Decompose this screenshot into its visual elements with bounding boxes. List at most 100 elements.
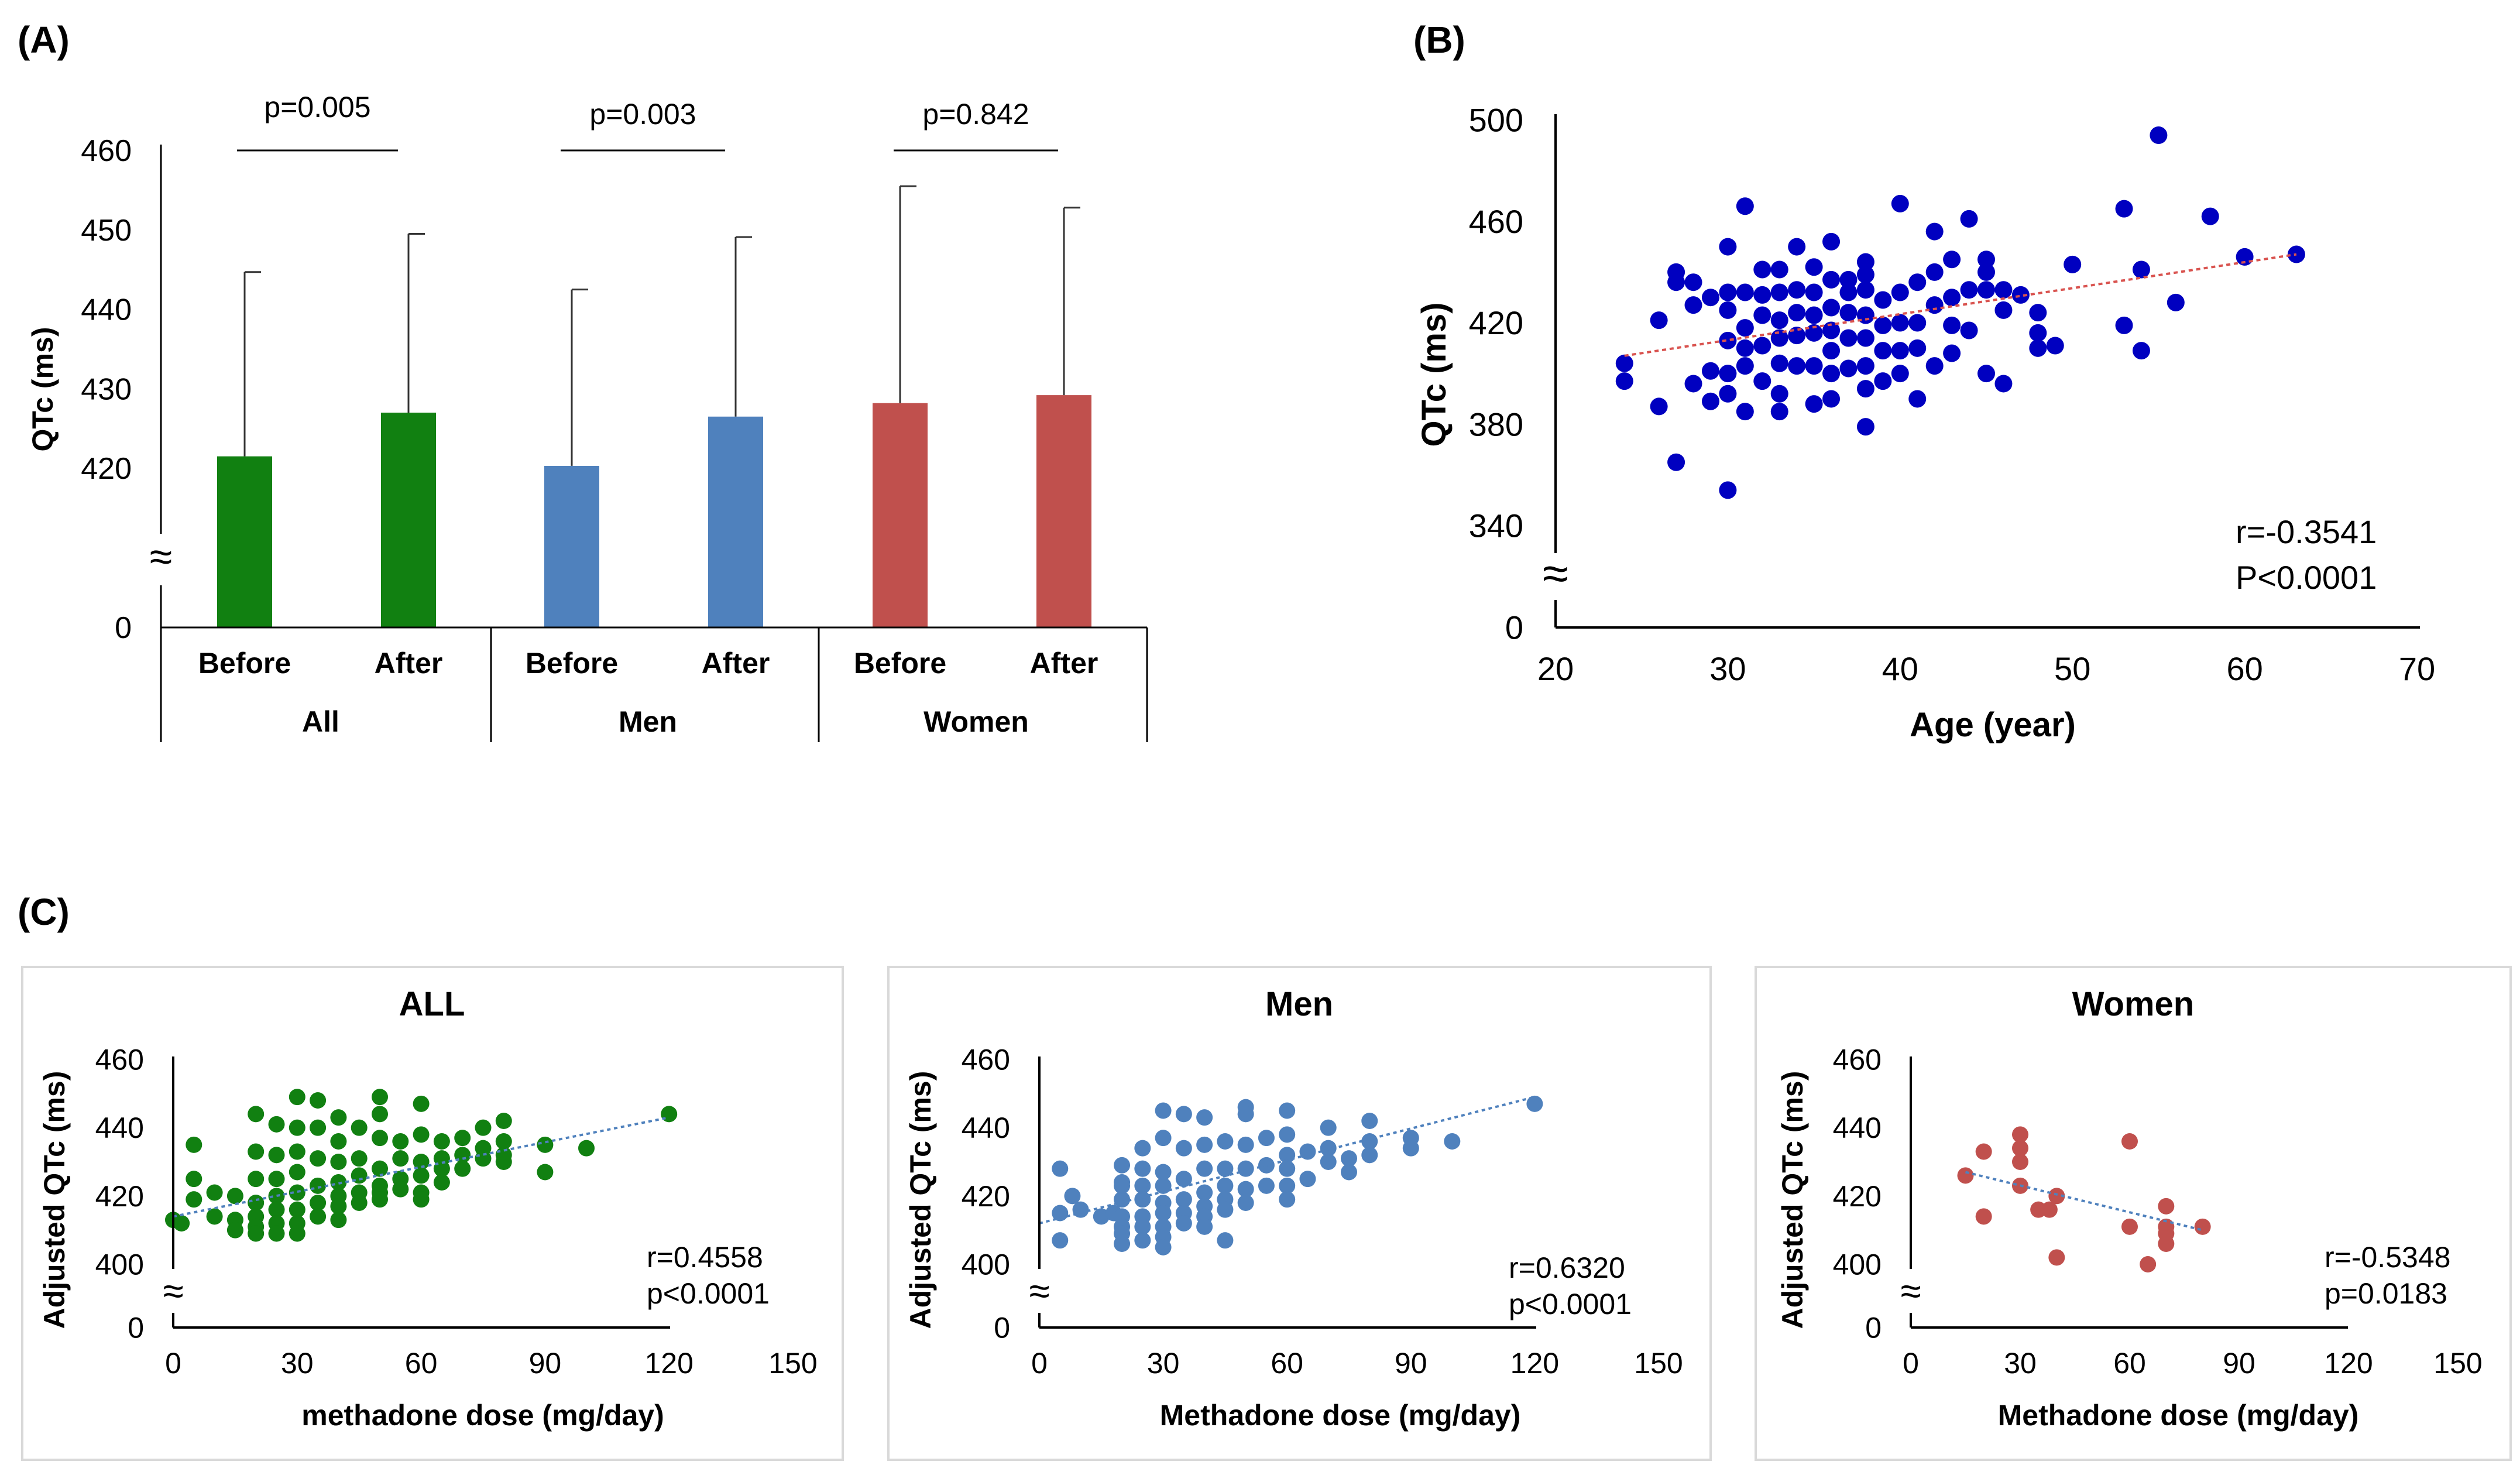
y-axis-title: QTc (ms) (26, 327, 59, 452)
axis-break-symbol: ≈ (150, 534, 172, 579)
panel-label-a: (A) (18, 19, 70, 61)
data-point (1175, 1171, 1192, 1188)
data-point (2140, 1256, 2157, 1272)
data-point (1822, 232, 1841, 251)
data-point (433, 1133, 450, 1150)
data-point (1908, 339, 1927, 357)
x-tick-label: 30 (1147, 1347, 1180, 1380)
data-point (1279, 1177, 1296, 1194)
data-point (1874, 342, 1892, 360)
data-point (1217, 1177, 1234, 1194)
data-point (1770, 283, 1788, 301)
data-point (1753, 286, 1771, 304)
data-point (1891, 365, 1909, 383)
data-point (1667, 273, 1685, 291)
data-point (1719, 238, 1737, 256)
data-point (413, 1167, 430, 1184)
bar-men-after (708, 416, 763, 627)
data-point (1052, 1232, 1069, 1249)
data-point (1237, 1195, 1254, 1211)
p-value-label: p=0.842 (922, 98, 1029, 131)
data-point (1196, 1109, 1213, 1126)
data-point (268, 1188, 285, 1205)
data-point (1788, 281, 1806, 299)
data-point (1770, 311, 1788, 330)
data-point (173, 1215, 190, 1232)
bar-women-after (1036, 395, 1091, 627)
data-point (1770, 385, 1788, 403)
y-tick-label: 440 (1833, 1112, 1882, 1144)
data-point (1719, 385, 1737, 403)
data-point (1943, 344, 1961, 362)
data-point (392, 1133, 409, 1150)
data-point (1891, 283, 1909, 301)
data-point (1736, 283, 1754, 301)
panel-c-women-frame (1755, 966, 2512, 1461)
data-point (1874, 372, 1892, 390)
data-point (1770, 354, 1788, 372)
y-tick-label: 420 (962, 1180, 1010, 1213)
y-tick-label: 440 (962, 1112, 1010, 1144)
data-point (310, 1177, 327, 1194)
data-point (2011, 286, 2030, 304)
data-point (226, 1188, 243, 1205)
data-point (1839, 359, 1858, 378)
data-point (1719, 301, 1737, 319)
x-tick-label: 60 (2113, 1347, 2146, 1380)
stat-annotation: P<0.0001 (2236, 559, 2377, 596)
data-point (186, 1136, 202, 1153)
data-point (1719, 331, 1737, 349)
data-point (1237, 1181, 1254, 1198)
data-point (1891, 342, 1909, 360)
x-tick-label: 90 (1395, 1347, 1427, 1380)
data-point (289, 1225, 305, 1242)
data-point (1822, 365, 1841, 383)
data-point (1134, 1218, 1151, 1235)
bar-all-before (217, 456, 272, 627)
data-point (1736, 339, 1754, 357)
data-point (1753, 306, 1771, 324)
data-point (495, 1113, 512, 1129)
data-point (1320, 1140, 1337, 1157)
data-point (248, 1225, 265, 1242)
data-point (310, 1208, 327, 1225)
x-tick-label: 0 (1903, 1347, 1919, 1380)
data-point (1217, 1201, 1234, 1218)
data-point (413, 1191, 430, 1208)
axis-break-symbol: ≈ (1543, 547, 1568, 599)
data-point (2150, 126, 2168, 144)
y-tick-label: 460 (962, 1044, 1010, 1076)
y-tick-label-zero: 0 (115, 611, 132, 645)
data-point (495, 1133, 512, 1150)
x-tick-label: 20 (1537, 650, 1574, 687)
data-point (226, 1222, 243, 1239)
data-point (330, 1198, 347, 1215)
data-point (1960, 210, 1978, 228)
y-tick-label: 420 (81, 452, 132, 486)
x-tick-label: 0 (165, 1347, 181, 1380)
x-tick-label: 0 (1031, 1347, 1048, 1380)
data-point (268, 1201, 285, 1218)
y-tick-label: 460 (95, 1044, 144, 1076)
data-point (1361, 1147, 1378, 1164)
data-point (1064, 1188, 1081, 1205)
data-point (310, 1195, 327, 1211)
panel-c-men-frame (887, 966, 1712, 1461)
x-tick-label: 90 (2223, 1347, 2255, 1380)
x-axis-title: methadone dose (mg/day) (301, 1399, 664, 1432)
data-point (289, 1184, 305, 1201)
data-point (1684, 296, 1702, 314)
panel-label-c: (C) (18, 891, 70, 933)
bar-men-before (544, 465, 599, 627)
data-point (2029, 324, 2047, 342)
data-point (186, 1171, 202, 1188)
data-point (1341, 1164, 1357, 1181)
chart-c-men-scatter: ≈460 440 420 400 00 30 60 90 120 150 Methadone dos… (904, 985, 1683, 1432)
data-point (1217, 1232, 1234, 1249)
y-tick-label: 460 (81, 134, 132, 168)
data-point (1994, 301, 2013, 319)
data-point (248, 1195, 265, 1211)
data-point (2048, 1249, 2065, 1266)
data-point (392, 1181, 409, 1198)
